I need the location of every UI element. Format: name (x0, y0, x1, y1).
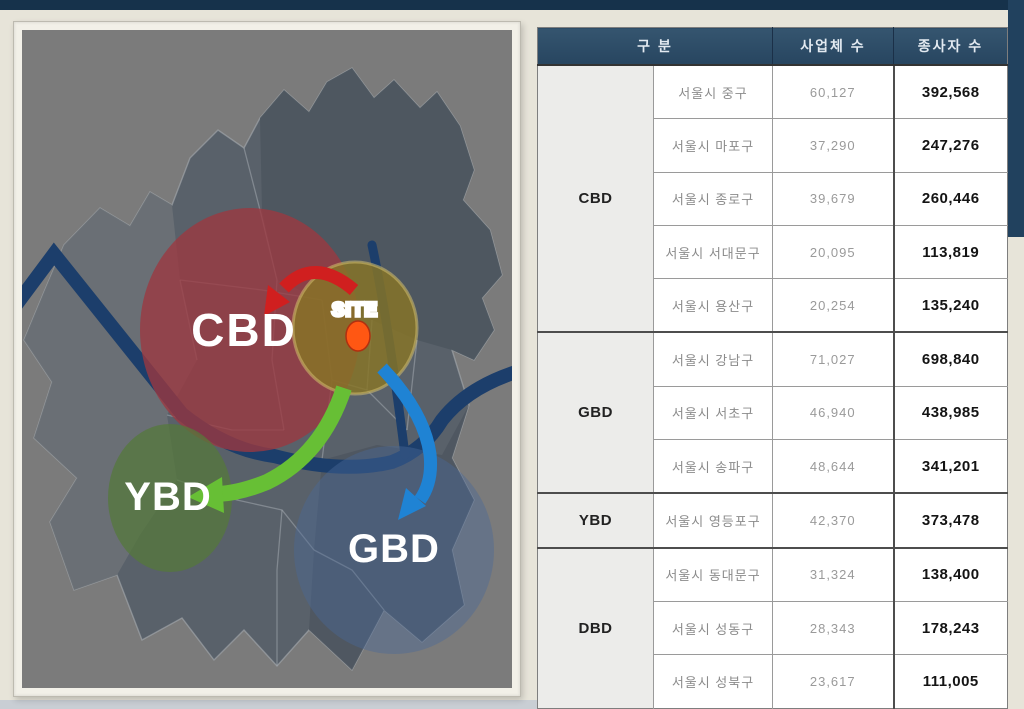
worker-count-cell: 111,005 (892, 654, 1008, 709)
cbd-label: CBD (191, 304, 297, 356)
table-header-row: 구 분 사업체 수 종사자 수 (537, 27, 1008, 66)
site-marker-dot (345, 320, 371, 352)
table-row: 서울시 송파구 48,644 341,201 (538, 439, 1008, 494)
district-cell: 서울시 영등포구 (653, 492, 773, 548)
district-cell: 서울시 용산구 (653, 278, 773, 333)
business-count-cell: 23,617 (772, 654, 894, 709)
table-row: 서울시 종로구 39,679 260,446 (538, 171, 1008, 226)
ybd-zone-circle (108, 424, 232, 572)
district-cell: 서울시 성북구 (653, 654, 773, 709)
arrow-to-gbd-head (398, 488, 426, 520)
district-cell: 서울시 마포구 (653, 118, 773, 173)
table-row: 서울시 서대문구 20,095 113,819 (538, 224, 1008, 279)
worker-count-cell: 178,243 (892, 600, 1008, 655)
business-count-cell: 28,343 (772, 600, 894, 655)
business-count-cell: 42,370 (772, 492, 894, 548)
ybd-label: YBD (124, 475, 211, 519)
table-row: YBD 서울시 영등포구 42,370 373,478 (537, 492, 1008, 548)
group-cell-ybd: YBD (537, 492, 654, 548)
gbd-zone-circle (294, 446, 494, 654)
district-statistics-panel: 구 분 사업체 수 종사자 수 CBD 서울시 중구 60,127 392,568 서울… (537, 27, 1008, 709)
arrow-to-cbd (264, 266, 359, 316)
worker-count-cell: 392,568 (892, 64, 1008, 119)
table-row: 서울시 성동구 28,343 178,243 (538, 600, 1008, 655)
business-count-cell: 20,254 (772, 278, 894, 333)
business-count-cell: 71,027 (772, 331, 894, 387)
district-cell: 서울시 동대문구 (653, 546, 773, 602)
arrow-to-gbd (377, 363, 437, 520)
worker-count-cell: 113,819 (892, 224, 1008, 279)
district-cell: 서울시 서초구 (653, 385, 773, 440)
business-count-cell: 37,290 (772, 118, 894, 173)
table-row: DBD 서울시 동대문구 31,324 138,400 (537, 546, 1008, 709)
group-cell-cbd: CBD (537, 64, 654, 333)
table-row: CBD 서울시 중구 60,127 392,568 (537, 64, 1008, 333)
worker-count-cell: 138,400 (892, 546, 1008, 602)
district-cell: 서울시 중구 (653, 64, 773, 119)
worker-count-cell: 260,446 (892, 171, 1008, 226)
arrow-to-ybd-head (188, 477, 224, 513)
group-cell-gbd: GBD (537, 331, 654, 494)
worker-count-cell: 373,478 (892, 492, 1008, 548)
table-row: 서울시 성북구 23,617 111,005 (538, 654, 1008, 709)
table-row: GBD 서울시 강남구 71,027 698,840 (537, 331, 1008, 494)
district-cell: 서울시 성동구 (653, 600, 773, 655)
header-business-count: 사업체 수 (772, 27, 894, 66)
worker-count-cell: 135,240 (892, 278, 1008, 333)
district-cell: 서울시 송파구 (653, 439, 773, 494)
worker-count-cell: 247,276 (892, 118, 1008, 173)
map-frame: SITE CBD YBD GBD (13, 21, 521, 697)
right-accent-bar (1008, 0, 1024, 237)
district-statistics-table: 구 분 사업체 수 종사자 수 CBD 서울시 중구 60,127 392,568 서울… (537, 27, 1008, 709)
arrow-to-cbd-head (264, 285, 290, 316)
table-row: 서울시 서초구 46,940 438,985 (538, 385, 1008, 440)
top-accent-bar (0, 0, 1024, 10)
bottom-edge-strip (0, 700, 996, 709)
table-row: 서울시 마포구 37,290 247,276 (538, 118, 1008, 173)
business-count-cell: 46,940 (772, 385, 894, 440)
group-cell-dbd: DBD (537, 546, 654, 709)
district-cell: 서울시 종로구 (653, 171, 773, 226)
header-worker-count: 종사자 수 (893, 27, 1008, 66)
business-count-cell: 60,127 (772, 64, 894, 119)
table-row: 서울시 용산구 20,254 135,240 (538, 278, 1008, 333)
business-count-cell: 39,679 (772, 171, 894, 226)
business-count-cell: 48,644 (772, 439, 894, 494)
arrow-to-ybd (188, 385, 352, 513)
seoul-map-image: SITE CBD YBD GBD (22, 30, 512, 688)
table-body: CBD 서울시 중구 60,127 392,568 서울시 마포구 37,290 247,2… (537, 64, 1008, 709)
business-count-cell: 31,324 (772, 546, 894, 602)
gbd-label: GBD (348, 527, 440, 571)
business-count-cell: 20,095 (772, 224, 894, 279)
seoul-district-map: SITE CBD YBD GBD (22, 30, 512, 688)
worker-count-cell: 698,840 (892, 331, 1008, 387)
site-label: SITE (332, 300, 378, 321)
district-cell: 서울시 서대문구 (653, 224, 773, 279)
header-category: 구 분 (537, 27, 773, 66)
worker-count-cell: 341,201 (892, 439, 1008, 494)
worker-count-cell: 438,985 (892, 385, 1008, 440)
district-cell: 서울시 강남구 (653, 331, 773, 387)
